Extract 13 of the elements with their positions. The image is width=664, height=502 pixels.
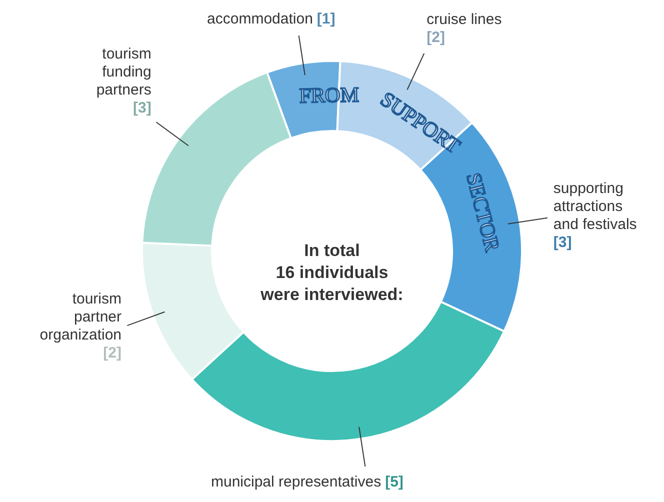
text: In total 16 individuals were interviewed: bbox=[260, 241, 404, 304]
slice-label: cruise lines bbox=[426, 10, 502, 28]
slice-label: tourism funding partners bbox=[96, 46, 152, 99]
data-label: [3] bbox=[553, 234, 572, 251]
data-label: [5] bbox=[385, 473, 404, 490]
slice-label: accommodation bbox=[207, 10, 313, 28]
data-label: [3] bbox=[133, 100, 152, 117]
data-label: [1] bbox=[316, 10, 336, 28]
slice-label: municipal representatives bbox=[210, 473, 382, 490]
slice-label: supporting attractions and festivals bbox=[553, 180, 637, 233]
data-label: [2] bbox=[103, 344, 122, 362]
slice-label: tourism partner organization bbox=[40, 290, 122, 344]
data-label: [2] bbox=[426, 28, 446, 46]
